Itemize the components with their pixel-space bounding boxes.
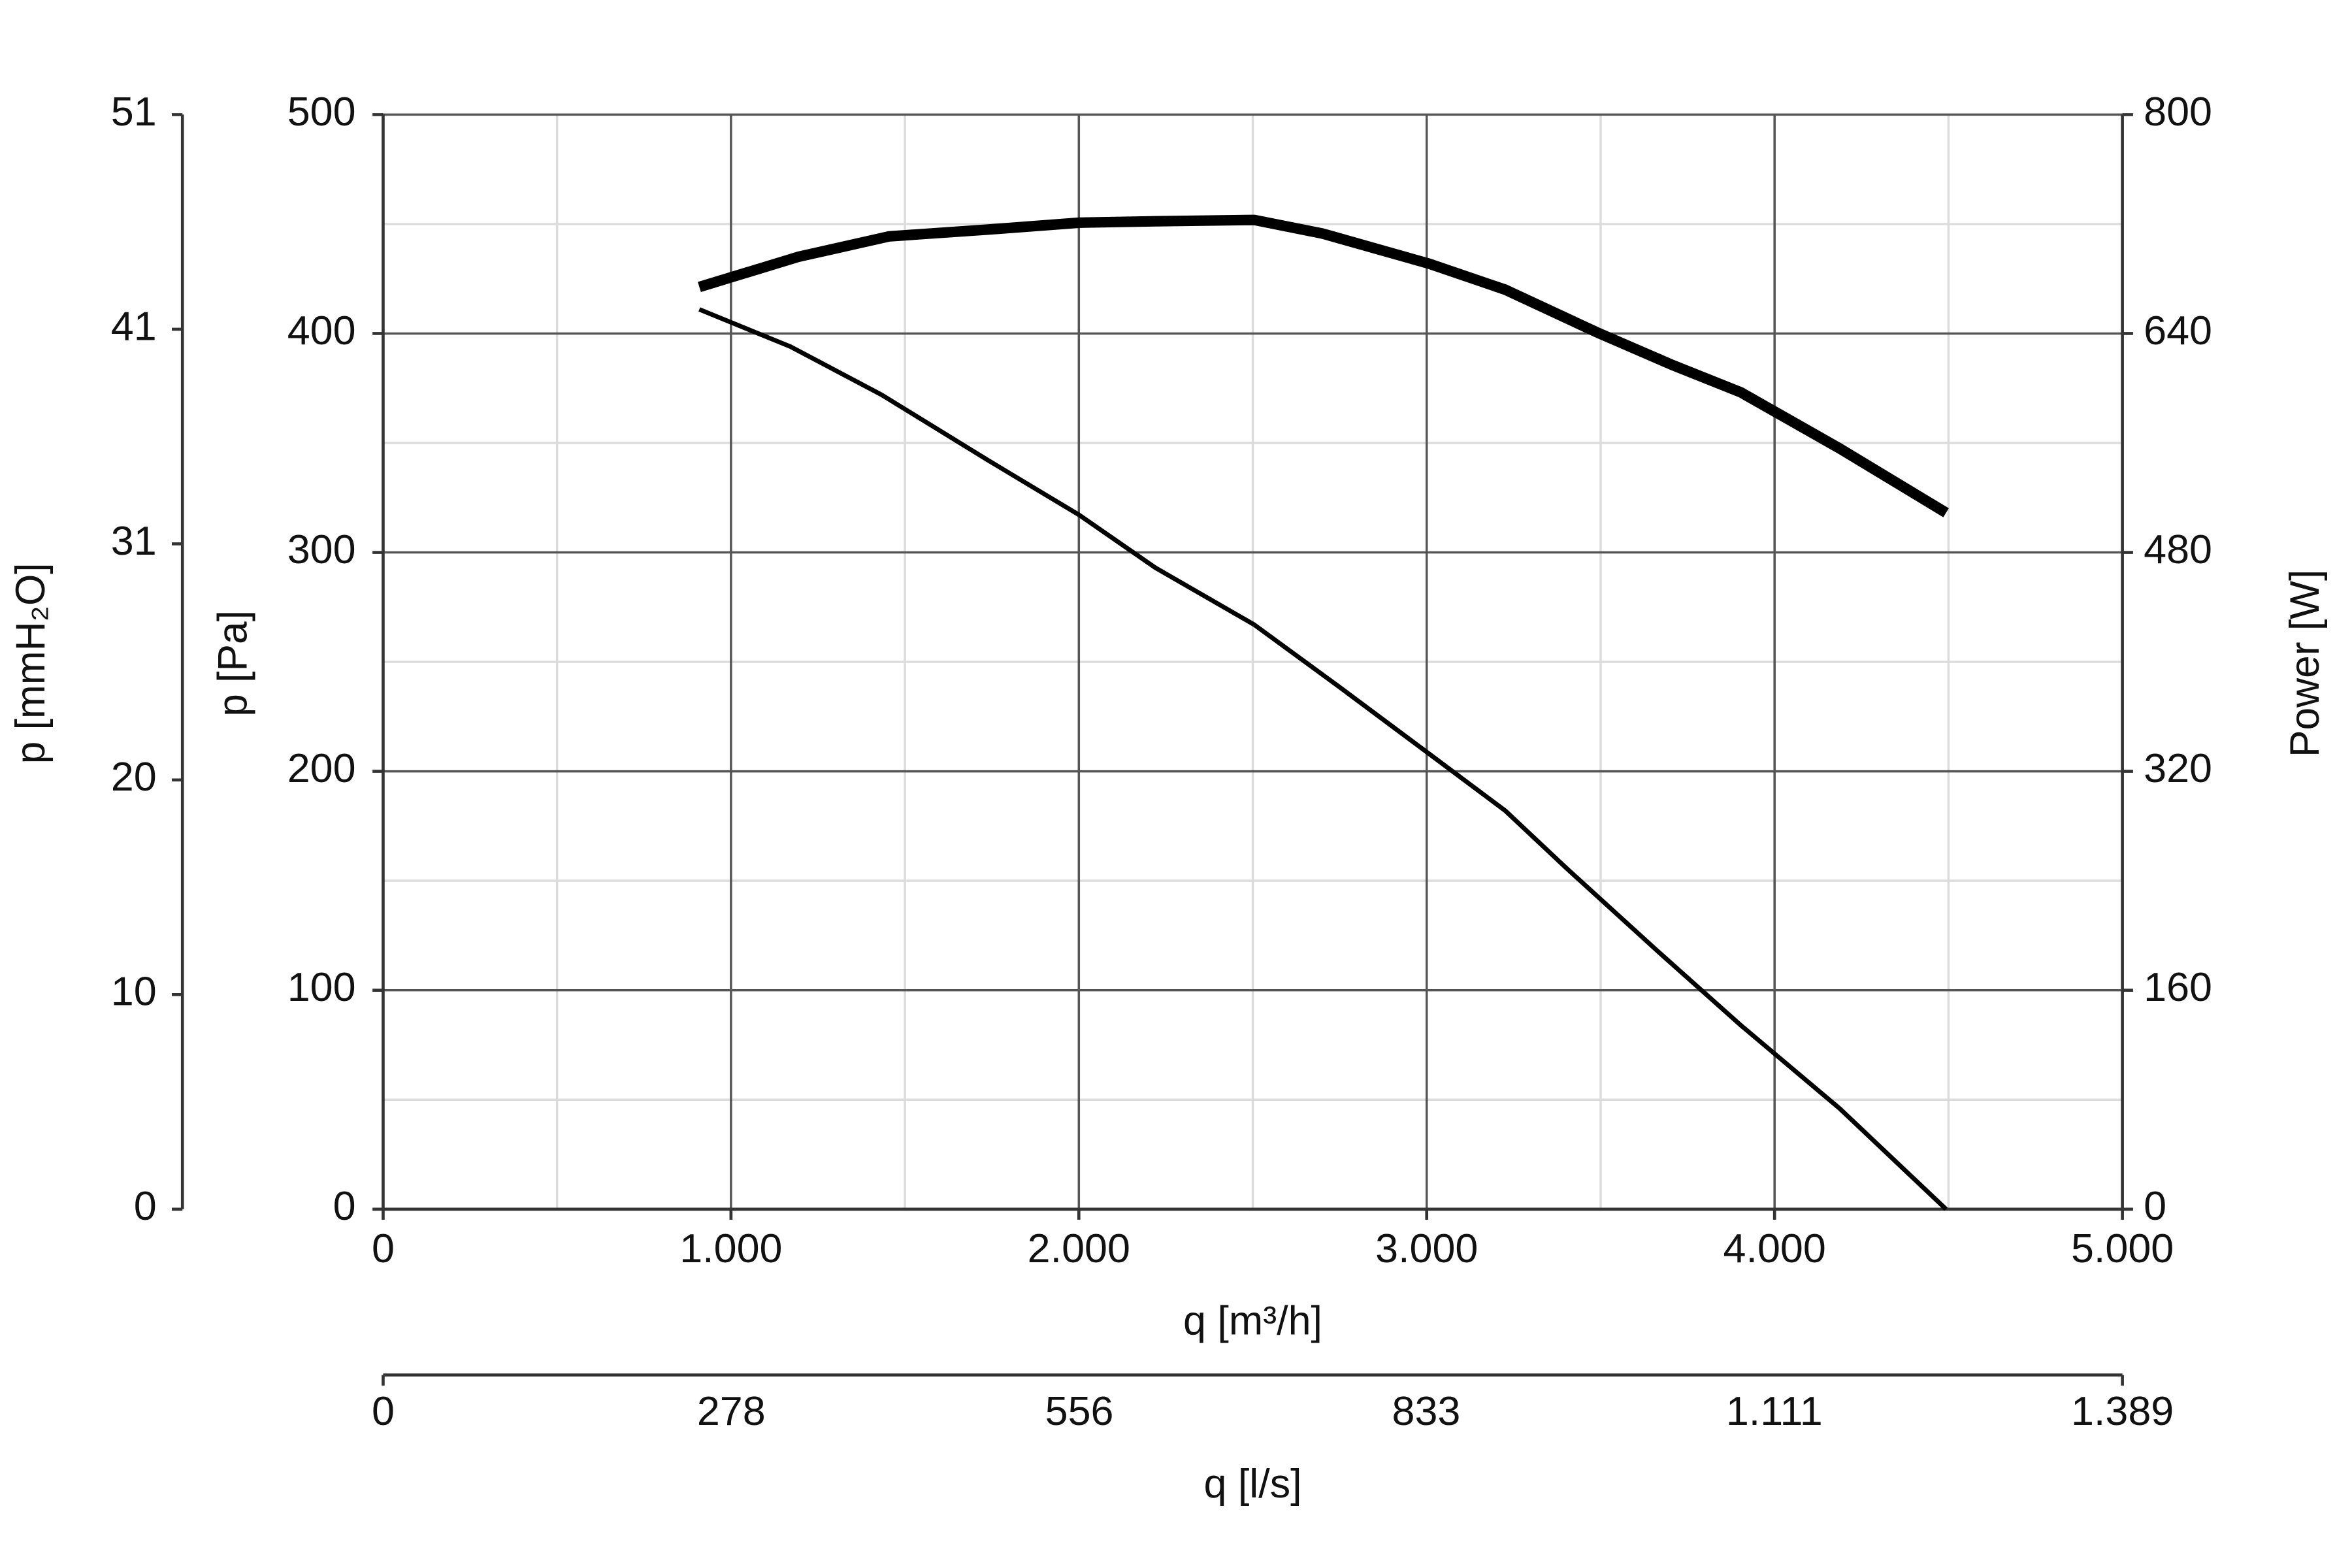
x-tick-label: 4.000 — [1723, 1226, 1826, 1271]
x2-tick-label: 1.389 — [2071, 1388, 2174, 1434]
x2-tick-label: 278 — [697, 1388, 766, 1434]
y3-tick-label: 10 — [111, 969, 157, 1015]
y-tick-label: 500 — [287, 89, 356, 135]
y2-tick-label: 800 — [2144, 89, 2212, 135]
y-tick-label: 0 — [333, 1183, 356, 1229]
x-tick-label: 5.000 — [2071, 1226, 2174, 1271]
y3-tick-label: 51 — [111, 89, 157, 135]
y2-axis-title: Power [W] — [2282, 570, 2328, 757]
y-tick-label: 400 — [287, 308, 356, 353]
y-axis-title: p [Pa] — [210, 610, 255, 717]
y-tick-label: 200 — [287, 745, 356, 791]
y2-tick-label: 480 — [2144, 527, 2212, 572]
y-tick-label: 100 — [287, 964, 356, 1010]
y2-tick-label: 640 — [2144, 308, 2212, 353]
y3-tick-label: 31 — [111, 518, 157, 564]
y2-tick-label: 320 — [2144, 745, 2212, 791]
y2-tick-label: 0 — [2144, 1183, 2166, 1229]
y3-axis-title: p [mmH₂O] — [8, 563, 54, 764]
x2-tick-label: 0 — [372, 1388, 395, 1434]
y3-tick-label: 20 — [111, 754, 157, 800]
curve — [698, 214, 1949, 517]
x2-axis-title: q [l/s] — [1203, 1461, 1301, 1507]
curve — [698, 307, 1948, 1211]
x-tick-label: 3.000 — [1375, 1226, 1478, 1271]
y-tick-label: 300 — [287, 527, 356, 572]
y3-tick-label: 0 — [134, 1183, 157, 1229]
x-tick-label: 2.000 — [1028, 1226, 1130, 1271]
x2-tick-label: 556 — [1045, 1388, 1114, 1434]
x2-tick-label: 833 — [1392, 1388, 1461, 1434]
x2-tick-label: 1.111 — [1726, 1388, 1823, 1434]
y2-tick-label: 160 — [2144, 964, 2212, 1010]
x-tick-label: 0 — [372, 1226, 395, 1271]
x-axis-title: q [m³/h] — [1183, 1298, 1322, 1344]
y3-tick-label: 41 — [111, 304, 157, 350]
x-tick-label: 1.000 — [679, 1226, 782, 1271]
